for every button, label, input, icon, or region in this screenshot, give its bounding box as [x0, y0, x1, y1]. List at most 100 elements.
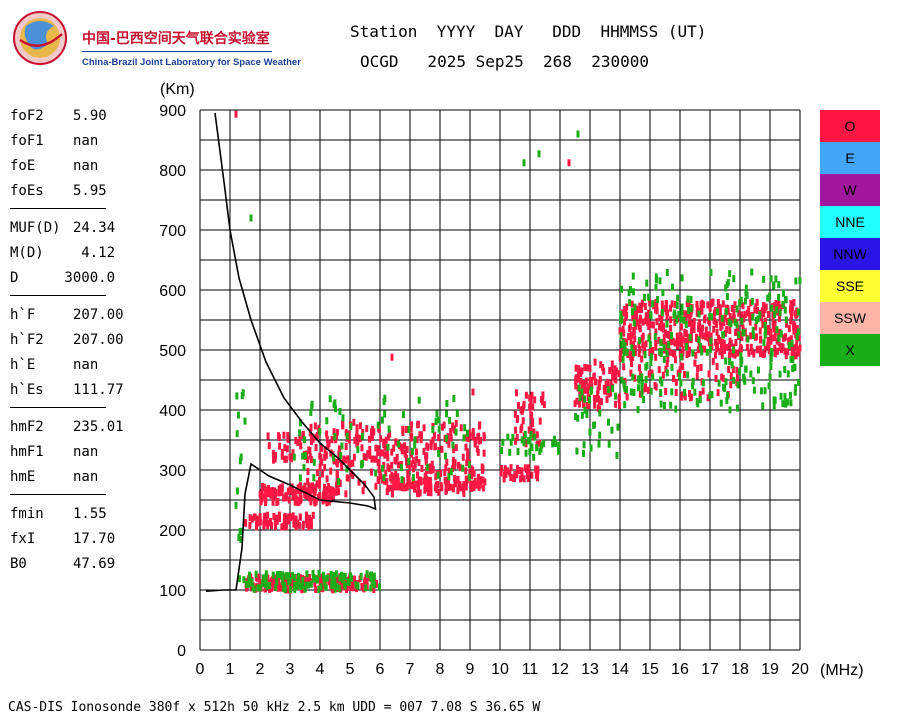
echo-point-x: [772, 402, 776, 410]
echo-point-o: [412, 465, 416, 473]
parameter-row: fmin 1.55: [10, 506, 140, 531]
echo-point-o: [535, 469, 539, 477]
echo-point-o: [370, 433, 374, 441]
echo-point-o: [721, 339, 725, 347]
echo-point-x: [556, 447, 560, 455]
echo-point-o: [613, 374, 617, 382]
echo-point-o: [432, 431, 436, 439]
echo-point-o: [771, 321, 775, 329]
echo-point-o: [268, 519, 272, 527]
echo-point-x: [777, 293, 781, 301]
echo-point-x: [296, 579, 300, 587]
echo-point-x: [369, 584, 373, 592]
echo-point-x: [436, 471, 440, 479]
echo-point-x: [581, 449, 585, 457]
echo-point-o: [583, 383, 587, 391]
echo-point-o: [726, 305, 730, 313]
echo-point-o: [483, 478, 487, 486]
echo-point-o: [464, 467, 468, 475]
parameter-label: foE: [10, 158, 36, 174]
echo-point-x: [274, 584, 278, 592]
echo-point-x: [774, 306, 778, 314]
echo-point-o: [648, 299, 652, 307]
echo-point-o: [477, 422, 481, 430]
echo-point-x: [629, 285, 633, 293]
echo-point-o: [341, 422, 345, 430]
echo-point-o: [452, 425, 456, 433]
echo-point-o: [322, 483, 326, 491]
echo-point-x: [288, 586, 292, 594]
echo-point-o: [416, 483, 420, 491]
echo-point-x: [282, 585, 286, 593]
echo-point-o: [276, 576, 280, 584]
echo-point-x: [607, 440, 611, 448]
echo-point-x: [620, 285, 624, 293]
echo-point-o: [419, 436, 423, 444]
echo-point-o: [723, 346, 727, 354]
echo-point-o: [367, 435, 371, 443]
echo-point-o: [480, 466, 484, 474]
echo-point-x: [630, 344, 634, 352]
echo-point-o: [599, 361, 603, 369]
echo-point-o: [362, 585, 366, 593]
echo-point-x: [633, 303, 637, 311]
echo-point-o: [400, 443, 404, 451]
echo-point-o: [647, 386, 651, 394]
echo-point-o: [610, 364, 614, 372]
echo-point-x: [632, 319, 636, 327]
echo-point-o: [762, 310, 766, 318]
echo-point-x: [693, 388, 697, 396]
echo-point-o: [481, 484, 485, 492]
echo-point-o: [771, 311, 775, 319]
echo-point-x: [623, 401, 627, 409]
echo-point-o: [376, 476, 380, 484]
echo-point-o: [678, 366, 682, 374]
echo-point-o: [696, 346, 700, 354]
echo-point-o: [699, 363, 703, 371]
echo-point-o: [478, 436, 482, 444]
echo-point-o: [755, 346, 759, 354]
echo-point-x: [589, 444, 593, 452]
echo-point-o: [475, 481, 479, 489]
echo-point-x: [691, 377, 695, 385]
echo-point-o: [255, 515, 259, 523]
echo-point-o: [292, 494, 296, 502]
echo-point-o: [360, 444, 364, 452]
echo-point-x: [580, 388, 584, 396]
echo-point-o: [794, 311, 798, 319]
echo-point-x: [709, 268, 713, 276]
echo-point-o: [269, 577, 273, 585]
echo-point-x: [614, 392, 618, 400]
echo-point-x-isolated: [522, 159, 526, 167]
echo-point-o: [581, 393, 585, 401]
echo-point-x: [437, 450, 441, 458]
parameter-value: nan: [73, 357, 99, 373]
echo-point-x: [642, 396, 646, 404]
echo-point-o: [403, 442, 407, 450]
echo-point-x: [619, 332, 623, 340]
echo-point-o: [293, 498, 297, 506]
echo-point-x: [737, 331, 741, 339]
echo-point-o: [699, 326, 703, 334]
echo-point-o: [476, 448, 480, 456]
echo-point-x: [580, 411, 584, 419]
echo-point-o: [277, 489, 281, 497]
echo-point-x: [724, 378, 728, 386]
echo-point-o: [266, 485, 270, 493]
echo-point-o-isolated: [390, 353, 394, 361]
instrument-footer: CAS-DIS Ionosonde 380f x 512h 50 kHz 2.5…: [8, 700, 541, 715]
echo-point-o: [263, 499, 267, 507]
echo-point-x: [784, 400, 788, 408]
echo-point-x: [316, 576, 320, 584]
echo-point-x: [401, 411, 405, 419]
echo-point-x: [651, 373, 655, 381]
echo-point-o: [695, 305, 699, 313]
echo-point-o: [519, 406, 523, 414]
echo-point-o: [634, 305, 638, 313]
echo-point-o: [319, 444, 323, 452]
echo-point-o: [773, 329, 777, 337]
echo-point-o: [676, 338, 680, 346]
echo-point-o: [248, 521, 252, 529]
echo-point-o: [681, 362, 685, 370]
echo-point-o: [599, 398, 603, 406]
